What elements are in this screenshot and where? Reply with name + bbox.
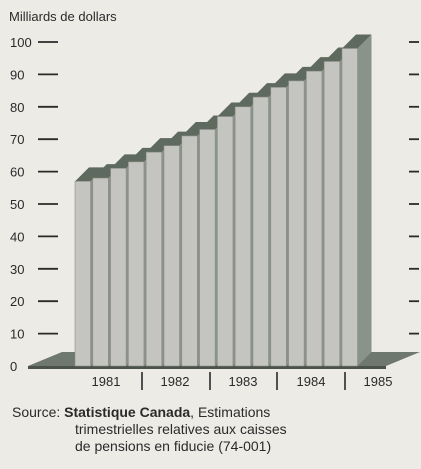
source-org: Statistique Canada: [64, 404, 191, 420]
y-tick-label: 30: [10, 262, 24, 277]
source-label: Source:: [12, 404, 61, 420]
bar: [92, 177, 109, 367]
bar-side: [357, 34, 372, 366]
bar: [217, 116, 234, 367]
y-tick-label: 0: [10, 359, 17, 374]
x-tick-label: 1982: [161, 374, 190, 389]
x-tick-label: 1981: [92, 374, 121, 389]
bars: [74, 34, 372, 367]
bar: [128, 161, 145, 367]
bar: [270, 87, 287, 367]
y-tick-label: 100: [10, 35, 32, 50]
bar: [199, 129, 216, 367]
bar: [181, 135, 198, 367]
y-tick-label: 90: [10, 67, 24, 82]
y-tick-label: 80: [10, 100, 24, 115]
bar: [110, 168, 127, 367]
y-tick-label: 40: [10, 229, 24, 244]
bar-top: [342, 34, 372, 49]
right-axis-ticks: [409, 41, 419, 335]
source-line3: de pensions en fiducie (74-001): [75, 438, 272, 454]
x-tick-label: 1985: [364, 374, 393, 389]
y-tick-label: 20: [10, 294, 24, 309]
bar: [288, 80, 305, 367]
base-edge: [28, 366, 386, 369]
y-tick-label: 70: [10, 132, 24, 147]
x-tick-label: 1983: [229, 374, 258, 389]
bar: [341, 48, 358, 367]
y-axis-label: Milliards de dollars: [9, 9, 117, 24]
bar: [145, 151, 162, 367]
bar: [234, 106, 251, 367]
bar-chart: Milliards de dollars 0 10 20 30 40 50 60 70 80 90…: [9, 9, 420, 390]
bar: [252, 96, 269, 367]
bar-top: [75, 167, 105, 182]
y-axis: 0 10 20 30 40 50 60 70 80 90 100: [10, 35, 58, 374]
y-tick-label: 10: [10, 327, 24, 342]
x-tick-label: 1984: [297, 374, 326, 389]
y-tick-label: 60: [10, 165, 24, 180]
source-line2: trimestrielles relatives aux caisses: [75, 421, 287, 437]
bar: [74, 181, 91, 367]
bar: [306, 70, 323, 367]
y-tick-label: 50: [10, 197, 24, 212]
source-line1: , Estimations: [190, 404, 271, 420]
source-note: Source: Statistique Canada, Estimations …: [12, 404, 412, 455]
bar: [323, 61, 341, 367]
bar: [163, 145, 180, 367]
x-axis: 1981 1982 1983 1984 1985: [92, 372, 393, 390]
